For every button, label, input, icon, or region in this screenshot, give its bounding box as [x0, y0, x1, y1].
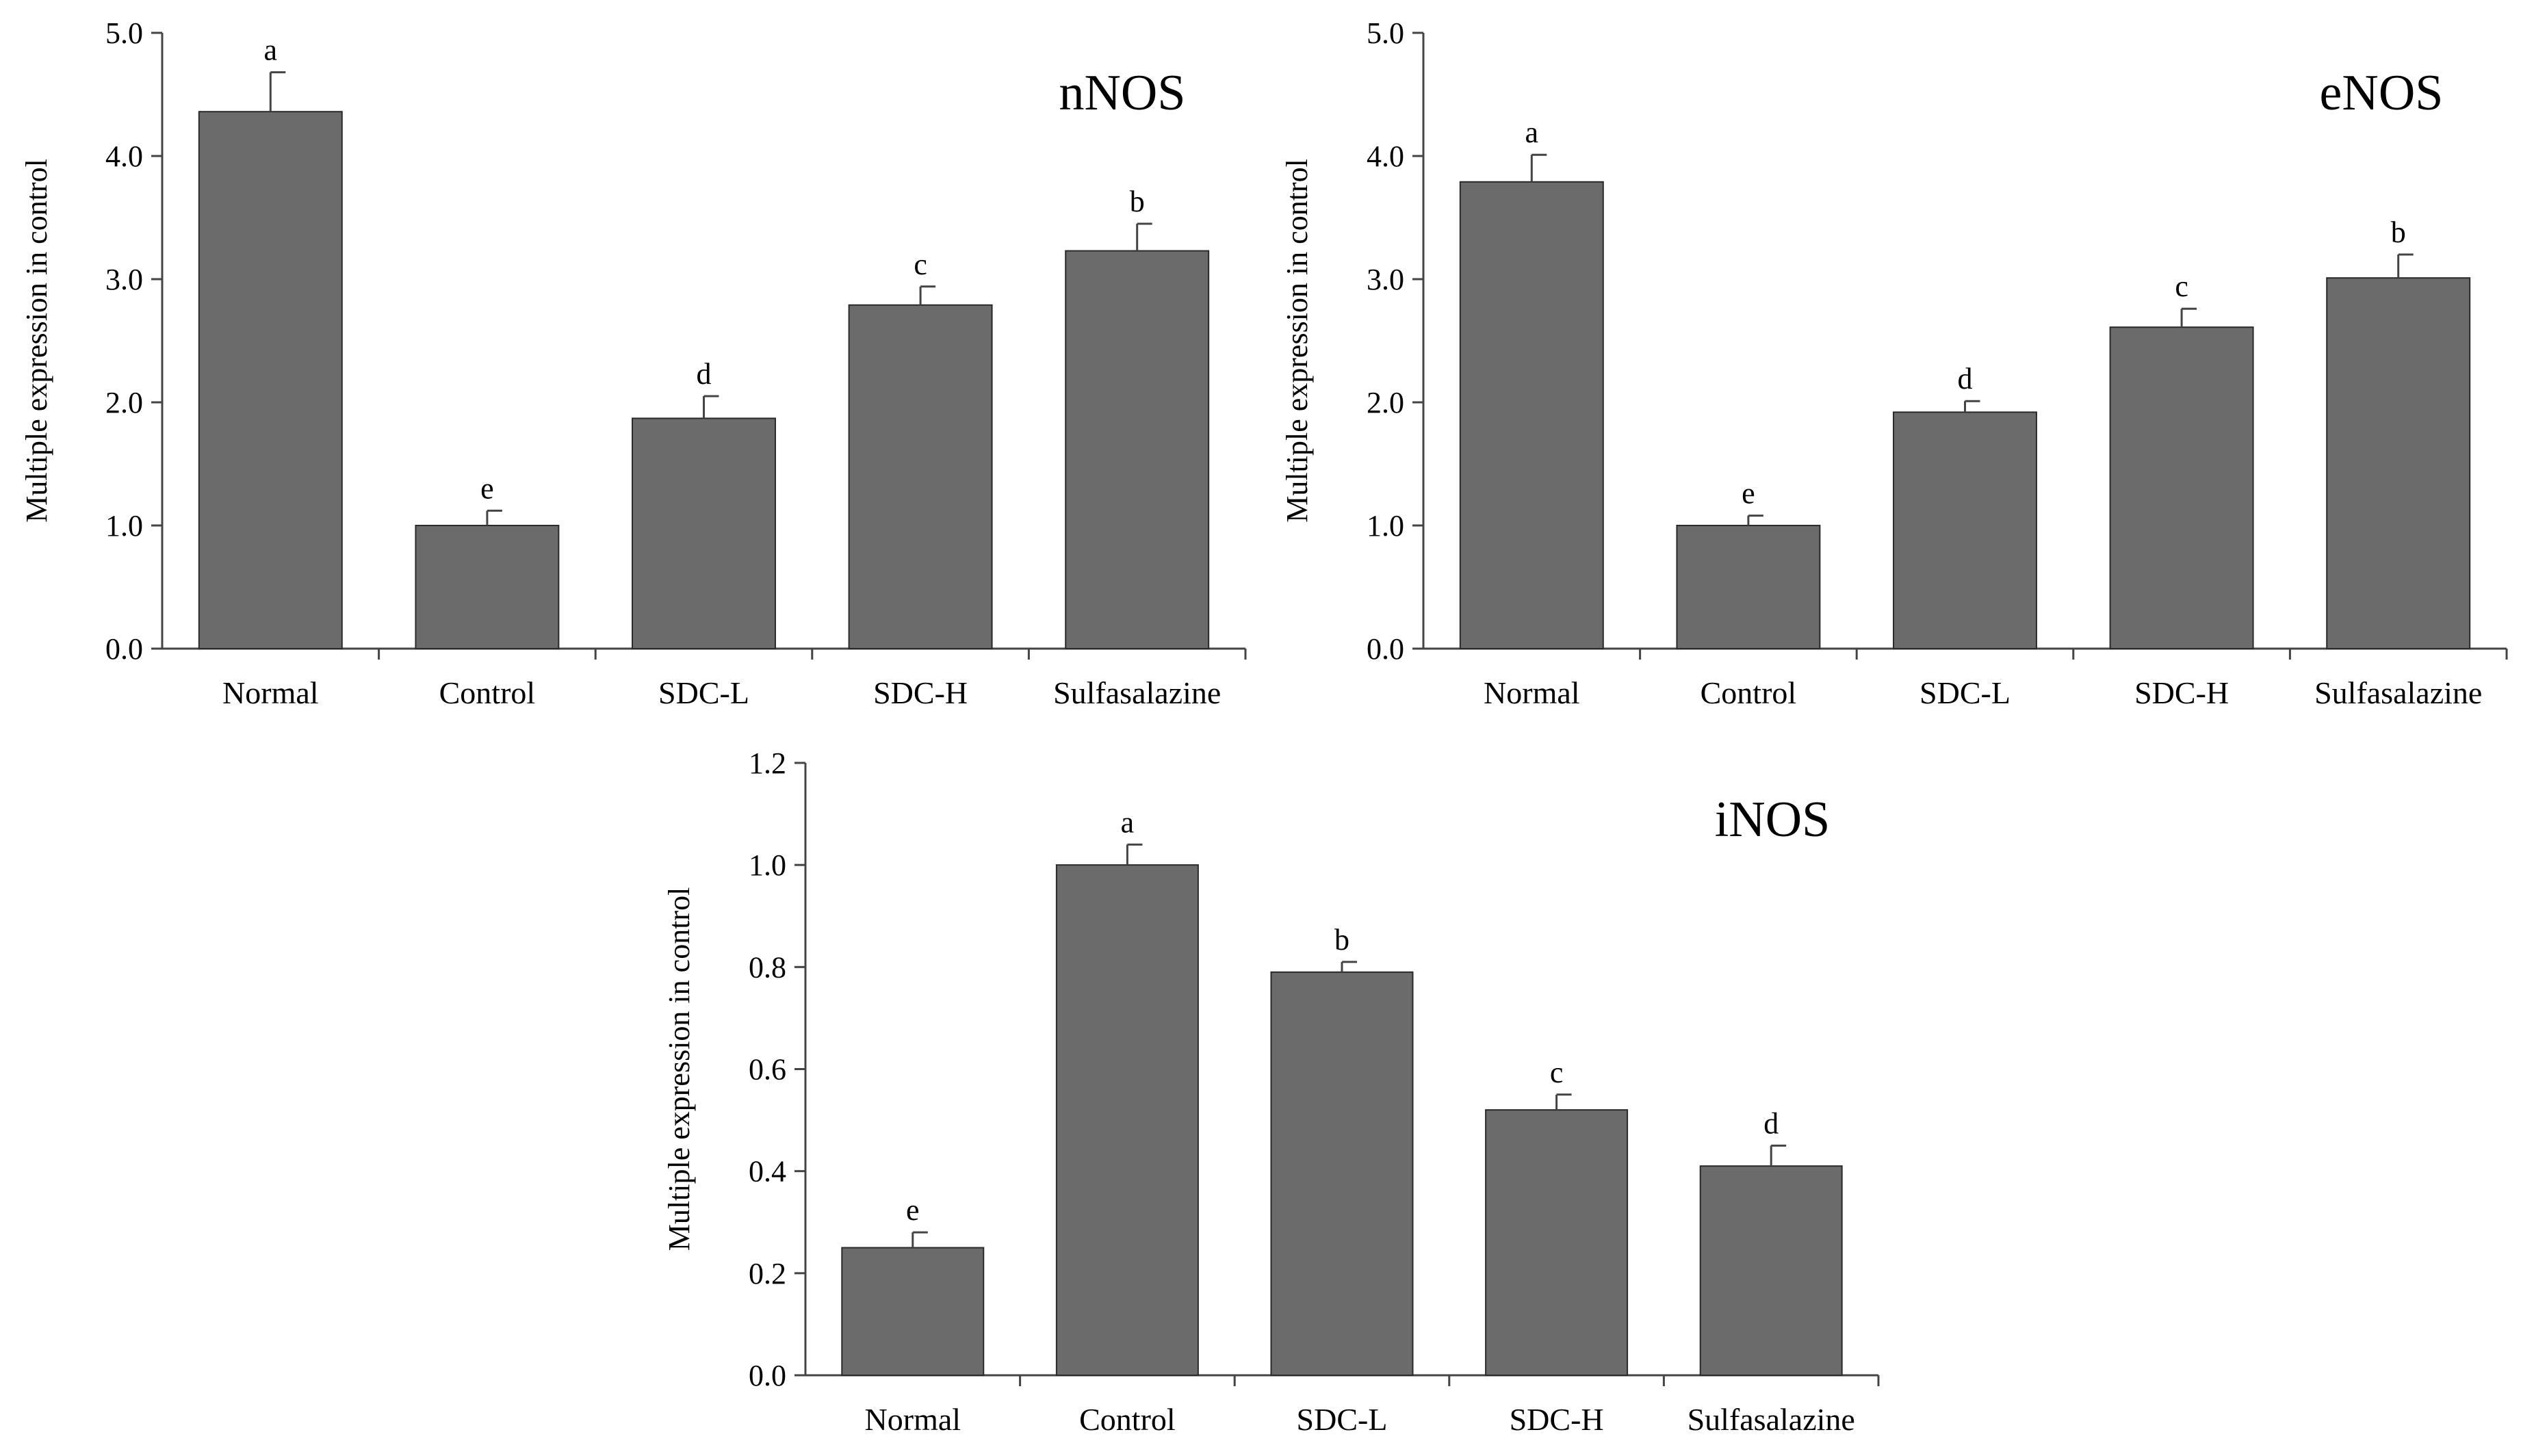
significance-label: c [914, 248, 927, 281]
x-category-label: SDC-L [1297, 1402, 1388, 1437]
x-category-label: SDC-H [1510, 1402, 1604, 1437]
significance-label: a [1121, 805, 1135, 839]
x-category-label: Sulfasalazine [2314, 675, 2482, 710]
y-axis-title: Multiple expression in control [20, 159, 53, 523]
bar-sdc-h [1485, 1109, 1629, 1376]
y-tick-label: 0.2 [749, 1257, 786, 1290]
y-tick-label: 0.6 [749, 1053, 786, 1087]
x-category-label: Normal [222, 675, 319, 710]
x-category-label: SDC-L [658, 675, 749, 710]
bar-normal [1459, 181, 1604, 649]
significance-label: a [264, 34, 278, 67]
y-tick-label: 0.0 [749, 1359, 786, 1392]
x-category-label: Sulfasalazine [1053, 675, 1221, 710]
y-axis-title: Multiple expression in control [662, 887, 696, 1251]
significance-label: d [1958, 362, 1973, 395]
x-category-label: SDC-H [873, 675, 968, 710]
y-tick-label: 0.0 [1367, 632, 1404, 666]
bar-normal [841, 1247, 985, 1376]
chart-panel-inos: 0.0 0.2 0.4 0.6 0.8 1.0 1.2 e Normal a Control b SDC… [662, 746, 1880, 1437]
panel-title: nNOS [1059, 65, 1185, 121]
y-tick-label: 3.0 [105, 263, 143, 296]
bar-sulfasalazine [1699, 1165, 1843, 1377]
bar-sdc-h [848, 304, 993, 649]
x-category-label: Control [1079, 1402, 1176, 1437]
bar-normal [198, 111, 343, 649]
y-tick-label: 2.0 [1367, 386, 1404, 419]
y-tick-label: 1.0 [749, 848, 786, 882]
panel-title: iNOS [1715, 792, 1831, 848]
significance-label: c [2175, 270, 2188, 303]
x-category-label: Sulfasalazine [1688, 1402, 1855, 1437]
significance-label: e [1742, 477, 1755, 510]
y-tick-label: 3.0 [1367, 263, 1404, 296]
x-category-label: SDC-H [2134, 675, 2229, 710]
x-category-label: Control [1701, 675, 1797, 710]
significance-label: b [1130, 185, 1145, 218]
y-tick-label: 2.0 [105, 386, 143, 419]
chart-panel-enos: 0.0 1.0 2.0 3.0 4.0 5.0 a Normal e Control d SDC-L c… [1280, 16, 2508, 710]
bar-sulfasalazine [2326, 277, 2471, 649]
significance-label: b [2391, 216, 2406, 249]
bar-sulfasalazine [1065, 250, 1210, 650]
bar-sdc-h [2109, 326, 2254, 649]
x-category-label: SDC-L [1919, 675, 2011, 710]
bar-sdc-l [1270, 971, 1414, 1376]
bar-sdc-l [1893, 411, 2037, 650]
y-tick-label: 1.0 [105, 509, 143, 543]
y-tick-label: 5.0 [105, 16, 143, 50]
panel-title: eNOS [2320, 65, 2444, 121]
significance-label: e [906, 1193, 920, 1227]
y-tick-label: 4.0 [1367, 140, 1404, 173]
significance-label: d [697, 357, 712, 391]
significance-label: a [1525, 116, 1539, 149]
bar-sdc-l [632, 417, 776, 650]
bar-control [1676, 525, 1821, 649]
chart-panel-nnos: 0.0 1.0 2.0 3.0 4.0 5.0 a Normal e Control d SDC-L c… [20, 16, 1247, 710]
x-category-label: Control [439, 675, 536, 710]
bar-control [415, 525, 560, 649]
x-category-label: Normal [1484, 675, 1580, 710]
y-tick-label: 1.0 [1367, 509, 1404, 543]
y-tick-label: 0.0 [105, 632, 143, 666]
y-tick-label: 4.0 [105, 140, 143, 173]
significance-label: d [1763, 1106, 1779, 1140]
bar-control [1055, 864, 1199, 1376]
y-tick-label: 0.4 [749, 1155, 786, 1188]
y-axis-title: Multiple expression in control [1280, 159, 1314, 523]
significance-label: e [480, 471, 494, 505]
significance-label: b [1334, 923, 1349, 957]
x-category-label: Normal [865, 1402, 961, 1437]
y-tick-label: 1.2 [749, 746, 786, 780]
y-tick-label: 0.8 [749, 950, 786, 984]
y-tick-label: 5.0 [1367, 16, 1404, 50]
significance-label: c [1550, 1056, 1564, 1089]
